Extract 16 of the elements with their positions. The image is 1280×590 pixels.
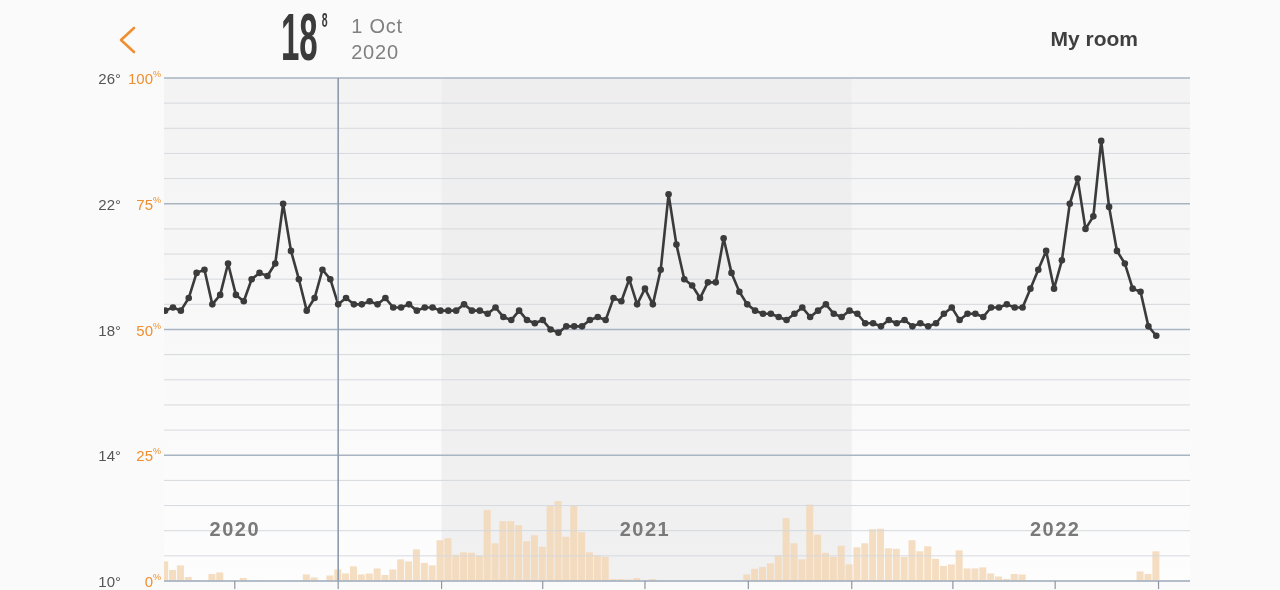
y2-tick-label: 50$^{%}$	[136, 320, 161, 338]
x-tick-label: 2021	[619, 518, 671, 540]
y2-tick-label: 75$^{%}$	[136, 194, 161, 213]
y-tick-label: 26°	[98, 69, 121, 87]
y2-tick-label: 25$^{%}$	[136, 446, 161, 464]
x-tick-label: 2022	[1029, 518, 1081, 540]
y-tick-label: 10°	[98, 572, 121, 590]
chart-title: My room	[1050, 26, 1138, 52]
y-tick-label: 18°	[98, 321, 121, 338]
y-tick-label: 22°	[98, 195, 121, 213]
y2-tick-label: 0$^{%}$	[144, 571, 161, 590]
y-tick-label: 14°	[98, 446, 121, 464]
x-tick-label: 2020	[209, 518, 261, 540]
y2-tick-label: 100$^{%}$	[127, 68, 161, 87]
ref-line-label: 1 Oct 2020	[351, 15, 403, 63]
text: 18$^{8}$	[281, 0, 328, 74]
